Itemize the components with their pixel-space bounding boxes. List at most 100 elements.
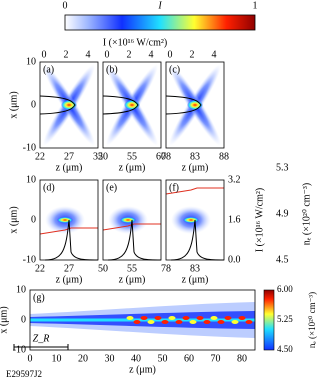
density-colorbar [263, 289, 275, 351]
panel-label: (a) [43, 64, 54, 75]
x-axis-label: z (μm) [129, 364, 156, 375]
top-tick-label: 2 [127, 49, 132, 60]
panel-label: (e) [106, 182, 117, 193]
panel-frame [102, 179, 162, 261]
colorbar [64, 14, 256, 31]
x-tick-label: 70 [211, 353, 221, 364]
panel-frame [39, 61, 99, 149]
colorbar-symbol: I [157, 0, 162, 11]
colorbar-tick: 5.25 [277, 314, 293, 324]
panel-frame [102, 61, 162, 149]
y-tick-label: 10 [26, 174, 36, 185]
panel-label: (d) [43, 182, 55, 193]
y-axis-label: x (μm) [8, 206, 19, 233]
x-tick-label: 80 [237, 353, 247, 364]
top-tick-label: 0 [105, 49, 110, 60]
x-tick-label: 20 [78, 353, 88, 364]
x-tick-label: 55 [127, 263, 137, 274]
top-tick-label: 2 [64, 49, 69, 60]
y-tick-label: 0 [31, 214, 36, 225]
x-axis-label: z (μm) [119, 274, 146, 285]
hot-spot [154, 316, 162, 320]
y-tick-label: -10 [23, 254, 36, 265]
density-tick: 5.3 [276, 162, 289, 173]
hot-spot [217, 320, 225, 324]
profile [102, 95, 139, 115]
x-tick-label: 83 [190, 263, 200, 274]
intensity-tick: 3.2 [228, 174, 241, 185]
x-tick-label: 40 [131, 353, 141, 364]
profile [39, 95, 76, 115]
top-tick-label: 4 [86, 49, 91, 60]
hot-spot [133, 320, 141, 324]
top-tick-label: 0 [42, 49, 47, 60]
zr-label: Z_R [33, 333, 50, 344]
y-axis-label: x (μm) [8, 91, 19, 118]
hot-spot [210, 316, 218, 320]
x-axis-label: z (μm) [182, 162, 209, 173]
y-tick-label: 0 [21, 314, 26, 325]
hot-spot [147, 320, 155, 324]
x-tick-label: 32 [93, 151, 103, 162]
density-label: nₑ (×10²⁰ cm⁻³) [301, 183, 312, 245]
colorbar-tick: 6.00 [277, 284, 293, 294]
x-tick-label: 22 [35, 263, 45, 274]
y-tick-label: -10 [13, 344, 26, 355]
x-tick-label: 50 [98, 151, 108, 162]
intensity-tick: 0.0 [228, 254, 241, 265]
x-tick-label: 22 [35, 151, 45, 162]
colorbar-min: 0 [63, 0, 68, 11]
profile [165, 95, 202, 115]
x-tick-label: 30 [105, 353, 115, 364]
x-axis-label: z (μm) [182, 274, 209, 285]
beam-core [120, 217, 136, 223]
hot-spot [140, 316, 148, 320]
y-tick-label: 10 [26, 56, 36, 67]
panel-label: (b) [106, 64, 118, 75]
y-tick-label: 0 [31, 99, 36, 110]
x-tick-label: 50 [158, 353, 168, 364]
density-curve [165, 187, 224, 195]
top-axis-label: I (×10¹⁶ W/cm²) [103, 37, 167, 48]
hot-spot [238, 316, 246, 320]
x-tick-label: 55 [127, 151, 137, 162]
top-tick-label: 4 [149, 49, 154, 60]
channel [30, 318, 255, 322]
x-tick-label: 78 [161, 263, 171, 274]
hot-spot [182, 316, 190, 320]
x-tick-label: 78 [161, 151, 171, 162]
panel-frame [29, 289, 256, 351]
hot-spot [203, 320, 211, 324]
panel-frame [165, 179, 225, 261]
hot-spot [175, 320, 183, 324]
x-tick-label: 83 [190, 151, 200, 162]
intensity-label: I (×10¹⁶ W/cm²) [254, 188, 265, 252]
y-axis-label: x (μm) [0, 306, 9, 333]
panel-frame [165, 61, 225, 149]
hot-spot [161, 320, 169, 324]
colorbar-max: 1 [253, 0, 258, 11]
x-tick-label: 60 [156, 151, 166, 162]
x-tick-label: 27 [64, 263, 74, 274]
panel-label: (c) [169, 64, 180, 75]
beam-core [183, 217, 199, 223]
y-tick-label: -10 [23, 142, 36, 153]
panel-frame [39, 179, 99, 261]
x-tick-label: 0 [28, 353, 33, 364]
hot-spot [126, 316, 134, 320]
hot-spot [224, 316, 232, 320]
density-tick: 4.5 [276, 254, 289, 265]
intensity-tick: 1.6 [228, 214, 241, 225]
panel-label: (g) [33, 292, 45, 303]
x-tick-label: 88 [219, 151, 229, 162]
x-axis-label: z (μm) [56, 274, 83, 285]
y-tick-label: 10 [16, 284, 26, 295]
hot-spot [189, 320, 197, 324]
density-tick: 4.9 [276, 208, 289, 219]
top-tick-label: 0 [168, 49, 173, 60]
hot-spot [168, 316, 176, 320]
x-tick-label: 10 [52, 353, 62, 364]
hot-spot [196, 316, 204, 320]
hot-spot [245, 320, 253, 324]
